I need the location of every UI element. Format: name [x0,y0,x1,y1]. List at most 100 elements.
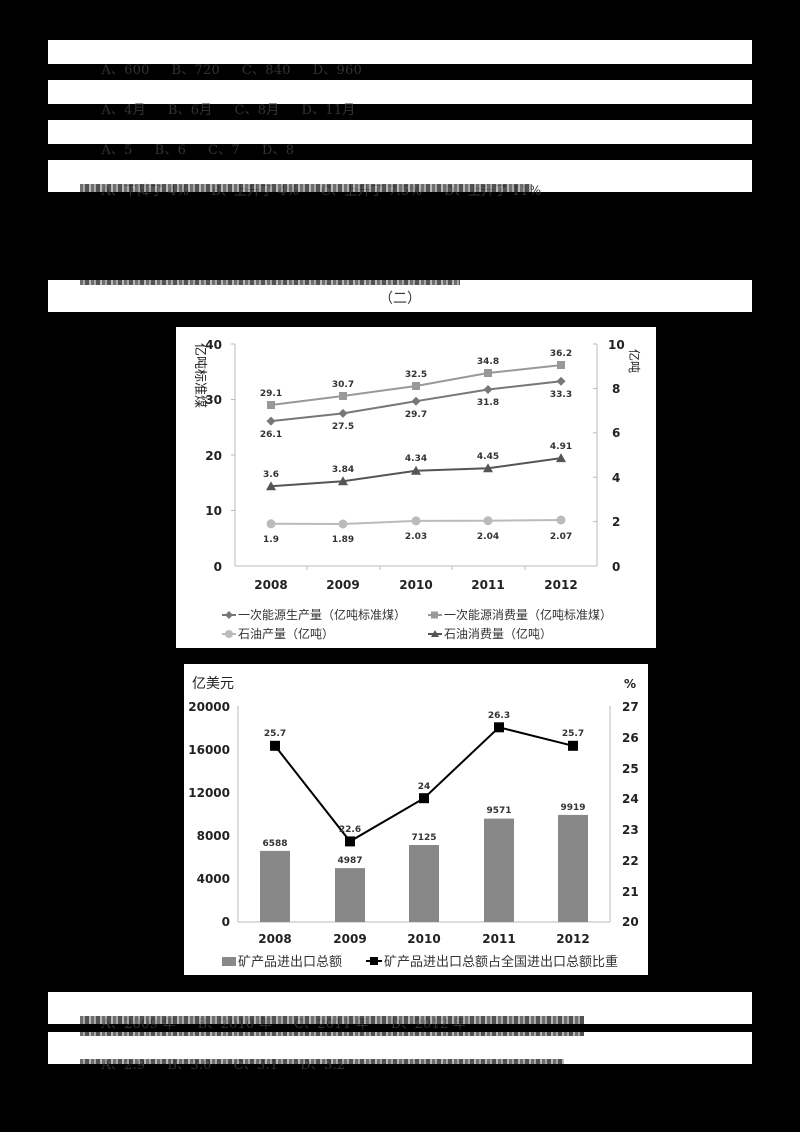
redacted-text [80,184,532,192]
svg-text:24: 24 [418,782,431,792]
legend-item-production: 一次能源生产量（亿吨标准煤） [222,607,406,622]
section-header: （二） [48,280,752,312]
series-trade-total-bars [260,814,588,922]
svg-text:2.03: 2.03 [405,532,427,542]
left-y-axis: 20000 16000 12000 8000 4000 0 [188,700,230,929]
svg-text:20: 20 [205,449,222,463]
svg-text:30: 30 [205,393,222,407]
svg-text:1.9: 1.9 [263,535,279,545]
svg-text:8000: 8000 [197,829,230,843]
svg-text:27.5: 27.5 [332,422,354,432]
svg-text:3.6: 3.6 [263,470,279,480]
option-c[interactable]: C、840 [241,63,291,78]
svg-text:32.5: 32.5 [405,370,427,380]
svg-text:12000: 12000 [188,786,230,800]
svg-text:1.89: 1.89 [332,535,354,545]
svg-text:34.8: 34.8 [477,357,499,367]
option-d[interactable]: D、960 [312,63,362,78]
svg-text:25.7: 25.7 [264,729,286,739]
svg-text:27: 27 [622,700,639,714]
svg-text:2011: 2011 [482,932,515,946]
redacted-text [80,280,460,285]
option-a[interactable]: A、600 [101,63,150,78]
svg-text:4000: 4000 [197,872,230,886]
option-b[interactable]: B、6月 [167,103,213,118]
option-d[interactable]: D、11月 [301,103,356,118]
svg-text:4987: 4987 [337,856,362,866]
svg-text:一次能源生产量（亿吨标准煤）: 一次能源生产量（亿吨标准煤） [238,607,406,622]
svg-text:3.84: 3.84 [332,465,354,475]
svg-text:2: 2 [612,515,620,529]
svg-text:10: 10 [608,338,625,352]
svg-text:33.3: 33.3 [550,390,572,400]
svg-text:23: 23 [622,823,639,837]
option-a[interactable]: A、4月 [101,103,146,118]
svg-text:7125: 7125 [411,833,436,843]
svg-text:21: 21 [622,885,639,899]
svg-text:6: 6 [612,426,620,440]
svg-text:一次能源消费量（亿吨标准煤）: 一次能源消费量（亿吨标准煤） [444,607,612,622]
question-3-options: A、5 B、6 C、7 D、8 [48,120,752,158]
question-6-options: A、2.9 B、3.0 C、3.1 D、3.2 [48,1032,752,1073]
svg-text:2009: 2009 [326,578,359,592]
energy-chart-svg: 40 30 20 10 0 亿吨标准煤 10 8 6 4 2 0 亿吨 [192,338,642,641]
svg-text:2011: 2011 [471,578,504,592]
svg-text:4.34: 4.34 [405,454,427,464]
redacted-text [80,1059,564,1064]
svg-text:2008: 2008 [254,578,287,592]
svg-text:2009: 2009 [333,932,366,946]
svg-text:2010: 2010 [407,932,440,946]
option-a[interactable]: A、5 [101,143,133,158]
legend-item-trade-total: 矿产品进出口总额 [222,955,342,970]
svg-text:4.45: 4.45 [477,452,499,462]
series-oil-consumption: 3.6 3.84 4.34 4.45 4.91 [263,442,572,491]
section-title: （二） [379,291,421,307]
svg-text:26: 26 [622,731,639,745]
svg-text:29.7: 29.7 [405,410,427,420]
x-axis: 2008 2009 2010 2011 2012 [254,566,578,592]
svg-text:29.1: 29.1 [260,389,282,399]
legend-item-consumption: 一次能源消费量（亿吨标准煤） [428,607,612,622]
question-1-options: A、600 B、720 C、840 D、960 [48,40,752,78]
option-b[interactable]: B、6 [154,143,187,158]
left-y-axis: 40 30 20 10 0 [205,338,235,574]
svg-text:6588: 6588 [262,839,287,849]
svg-text:20000: 20000 [188,700,230,714]
option-d[interactable]: D、8 [261,143,295,158]
svg-text:22: 22 [622,854,639,868]
svg-text:0: 0 [612,560,620,574]
legend: 一次能源生产量（亿吨标准煤） 一次能源消费量（亿吨标准煤） 石油产量（亿吨） 石… [222,607,612,641]
svg-text:4.91: 4.91 [550,442,572,452]
option-c[interactable]: C、7 [208,143,240,158]
legend: 矿产品进出口总额 矿产品进出口总额占全国进出口总额比重 [222,954,618,970]
svg-text:2010: 2010 [399,578,432,592]
series-oil-production: 1.9 1.89 2.03 2.04 2.07 [263,515,572,545]
svg-text:25: 25 [622,762,639,776]
right-axis-label: % [624,677,636,691]
svg-text:31.8: 31.8 [477,398,499,408]
mineral-trade-chart: 亿美元 % 20000 16000 12000 8000 4000 0 27 2… [184,664,648,975]
question-2-options: A、4月 B、6月 C、8月 D、11月 [48,80,752,118]
svg-text:26.3: 26.3 [488,711,510,721]
left-axis-label: 亿吨标准煤 [192,343,207,408]
svg-text:2008: 2008 [258,932,291,946]
x-axis: 2008 2009 2010 2011 2012 [258,932,589,946]
svg-text:4: 4 [612,471,620,485]
svg-text:2012: 2012 [544,578,577,592]
option-b[interactable]: B、720 [171,63,220,78]
left-axis-label: 亿美元 [192,676,234,692]
series-energy-consumption: 29.1 30.7 32.5 34.8 36.2 [260,349,572,409]
legend-item-oil-production: 石油产量（亿吨） [222,626,334,641]
svg-text:36.2: 36.2 [550,349,572,359]
svg-text:0: 0 [222,915,230,929]
legend-item-oil-consumption: 石油消费量（亿吨） [428,626,552,641]
svg-text:22.6: 22.6 [339,825,361,835]
right-y-axis: 10 8 6 4 2 0 [593,338,625,574]
question-5-options: A、2009 年 B、2010 年 C、2011 年 D、2012 年 [48,992,752,1032]
svg-text:30.7: 30.7 [332,380,354,390]
option-c[interactable]: C、8月 [234,103,280,118]
svg-text:石油产量（亿吨）: 石油产量（亿吨） [238,626,334,641]
right-axis-label: 亿吨 [627,349,642,373]
right-y-axis: 27 26 25 24 23 22 21 20 [622,700,639,929]
svg-text:矿产品进出口总额占全国进出口总额比重: 矿产品进出口总额占全国进出口总额比重 [384,954,618,970]
